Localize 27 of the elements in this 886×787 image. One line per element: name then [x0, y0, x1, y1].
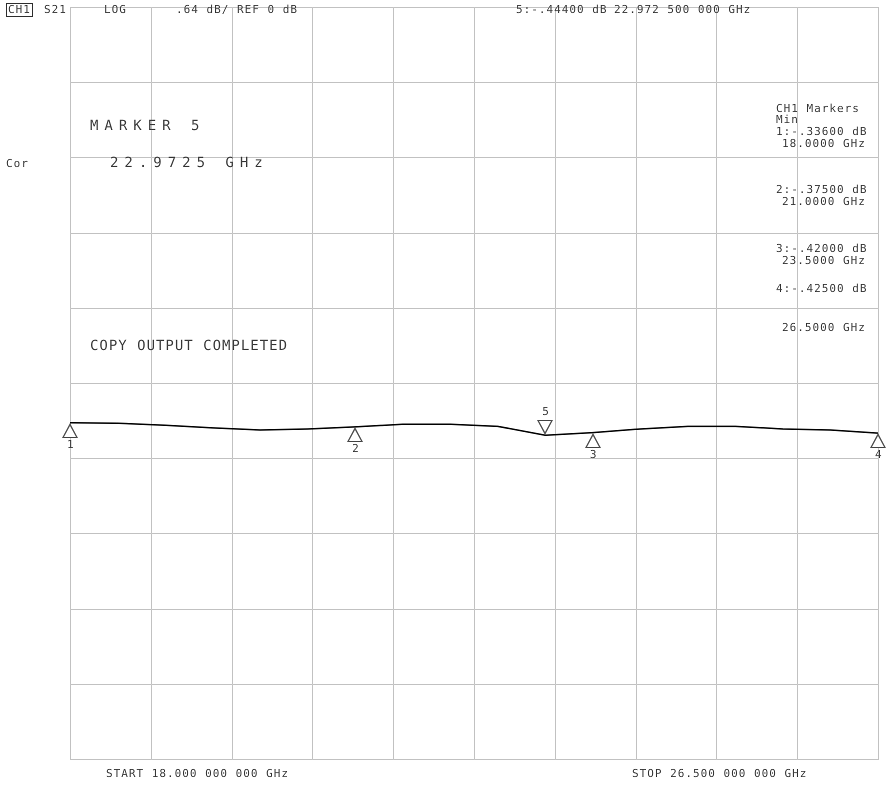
text: CH1	[6, 3, 33, 17]
text: 22.972 500 000 GHz	[614, 3, 752, 16]
text: 18.0000 GHz	[782, 137, 866, 150]
text: Min	[776, 113, 799, 126]
text: 4	[875, 448, 883, 462]
text: STOP 26.500 000 000 GHz	[632, 767, 808, 780]
text: 2	[352, 442, 360, 455]
text: 26.5000 GHz	[782, 321, 866, 334]
text: COPY OUTPUT COMPLETED	[90, 338, 288, 354]
text: 21.0000 GHz	[782, 195, 866, 208]
text: 2:-.37500 dB	[776, 183, 868, 196]
text: 22.9725 GHz	[110, 155, 269, 171]
text: 1	[67, 438, 75, 451]
annotation: 5	[542, 405, 550, 418]
text: Cor	[6, 157, 29, 170]
text: 23.5000 GHz	[782, 254, 866, 267]
text: MARKER 5	[90, 118, 206, 134]
text: S21	[44, 3, 67, 16]
text: 1:-.33600 dB	[776, 125, 868, 138]
text: CH1 Markers	[776, 102, 860, 115]
text: .64 dB/ REF 0 dB	[176, 3, 298, 16]
text: 5:-.44400 dB	[516, 3, 608, 16]
text: START 18.000 000 000 GHz	[106, 767, 289, 780]
text: LOG	[104, 3, 127, 16]
text: 3	[590, 448, 598, 461]
text: 3:-.42000 dB	[776, 242, 868, 255]
text: 4:-.42500 dB	[776, 282, 868, 295]
